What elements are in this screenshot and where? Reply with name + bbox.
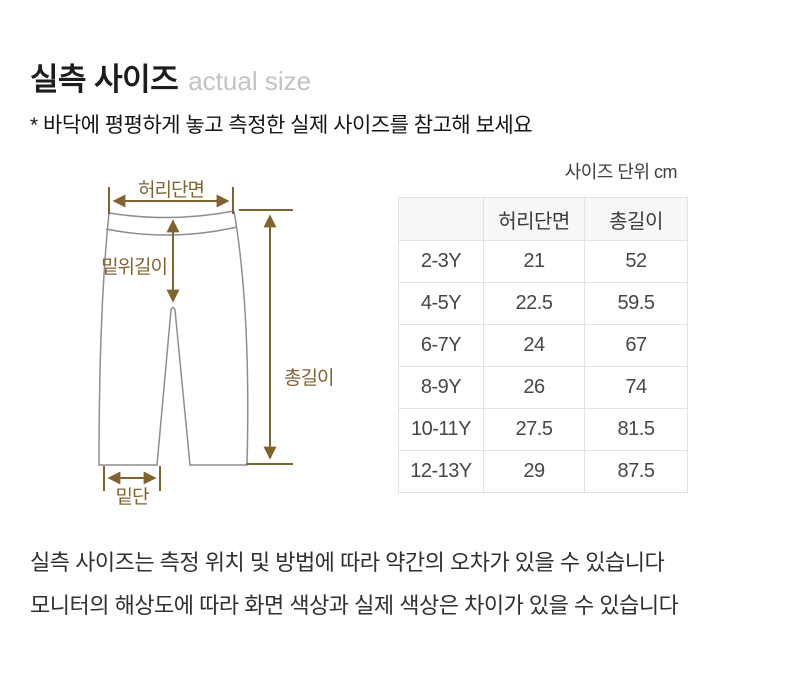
size-cell: 6-7Y [398, 324, 484, 367]
section-subtitle: actual size [188, 66, 312, 96]
table-header-row: 허리단면 총길이 [398, 197, 688, 241]
col-header-size [398, 197, 484, 241]
pants-waist-top-path [108, 210, 235, 219]
size-table: 허리단면 총길이 2-3Y 21 52 4-5Y 22.5 59.5 6-7Y … [398, 197, 688, 493]
length-cell: 59.5 [584, 282, 688, 325]
size-cell: 8-9Y [398, 366, 484, 409]
size-cell: 10-11Y [398, 408, 484, 451]
col-header-waist: 허리단면 [483, 197, 585, 241]
waist-cell: 24 [483, 324, 585, 367]
size-unit-label: 사이즈 단위 cm [564, 162, 678, 182]
measuring-note: * 바닥에 평평하게 놓고 측정한 실제 사이즈를 참고해 보세요 [30, 114, 533, 137]
table-row: 2-3Y 21 52 [398, 240, 688, 283]
waist-label: 허리단면 [138, 179, 204, 201]
hem-label: 밑단 [116, 486, 149, 508]
waist-cell: 27.5 [483, 408, 585, 451]
disclaimer-line-2: 모니터의 해상도에 따라 화면 색상과 실제 색상은 차이가 있을 수 있습니다 [30, 593, 679, 618]
pants-body-path [98, 210, 249, 466]
table-row: 10-11Y 27.5 81.5 [398, 408, 688, 451]
length-cell: 81.5 [584, 408, 688, 451]
col-header-total-length: 총길이 [584, 197, 688, 241]
size-cell: 12-13Y [398, 450, 484, 493]
disclaimer-block: 실측 사이즈는 측정 위치 및 방법에 따라 약간의 오차가 있을 수 있습니다… [30, 541, 679, 627]
table-row: 4-5Y 22.5 59.5 [398, 282, 688, 325]
waist-cell: 21 [483, 240, 585, 283]
length-cell: 67 [584, 324, 688, 367]
section-title-row: 실측 사이즈 actual size [30, 54, 311, 99]
pants-waistband-path [105, 226, 238, 236]
length-cell: 74 [584, 366, 688, 409]
section-title: 실측 사이즈 [30, 62, 179, 97]
rise-label: 밑위길이 [101, 256, 167, 278]
measurement-guides [103, 187, 293, 491]
waist-cell: 29 [483, 450, 585, 493]
size-cell: 4-5Y [398, 282, 484, 325]
table-row: 12-13Y 29 87.5 [398, 450, 688, 493]
total-length-label: 총길이 [284, 367, 333, 389]
table-row: 6-7Y 24 67 [398, 324, 688, 367]
length-cell: 87.5 [584, 450, 688, 493]
size-cell: 2-3Y [398, 240, 484, 283]
table-row: 8-9Y 26 74 [398, 366, 688, 409]
waist-cell: 26 [483, 366, 585, 409]
length-cell: 52 [584, 240, 688, 283]
disclaimer-line-1: 실측 사이즈는 측정 위치 및 방법에 따라 약간의 오차가 있을 수 있습니다 [30, 550, 665, 575]
waist-cell: 22.5 [483, 282, 585, 325]
